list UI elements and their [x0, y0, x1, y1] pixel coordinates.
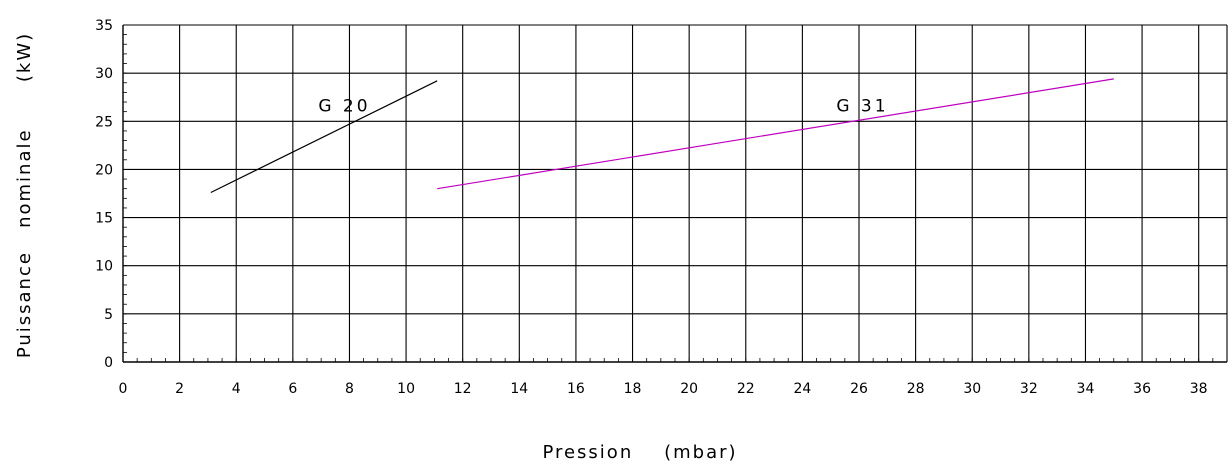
x-tick-label-36: 36 [1133, 381, 1151, 397]
x-tick-label-8: 8 [345, 381, 354, 397]
series-lines [210, 78, 1114, 194]
grid-lines [122, 24, 1228, 363]
y-tick-label-5: 5 [104, 307, 113, 323]
x-tick-label-2: 2 [175, 381, 184, 397]
x-tick-label-16: 16 [567, 381, 585, 397]
series-label-g20: G 20 [318, 97, 370, 117]
x-tick-label-14: 14 [510, 381, 528, 397]
x-axis-title: Pression (mbar) [542, 442, 737, 463]
series-line-g31 [437, 78, 1114, 190]
series-label-g31: G 31 [836, 97, 888, 117]
x-tick-label-0: 0 [119, 381, 128, 397]
x-tick-label-6: 6 [288, 381, 297, 397]
y-tick-label-25: 25 [95, 114, 113, 130]
y-tick-label-10: 10 [95, 259, 113, 275]
x-tick-label-22: 22 [737, 381, 755, 397]
y-axis-title: Puissance nominale (kW) [14, 32, 35, 358]
x-tick-label-30: 30 [963, 381, 981, 397]
x-tick-label-26: 26 [850, 381, 868, 397]
x-tick-label-34: 34 [1077, 381, 1095, 397]
x-tick-label-28: 28 [907, 381, 925, 397]
x-tick-label-4: 4 [232, 381, 241, 397]
y-tick-label-0: 0 [104, 355, 113, 371]
axis-minor-ticks [122, 24, 1228, 363]
x-tick-label-10: 10 [397, 381, 415, 397]
x-tick-label-18: 18 [624, 381, 642, 397]
x-tick-label-12: 12 [454, 381, 472, 397]
y-tick-label-35: 35 [95, 18, 113, 34]
x-tick-label-32: 32 [1020, 381, 1038, 397]
x-tick-label-20: 20 [680, 381, 698, 397]
y-tick-label-30: 30 [95, 66, 113, 82]
tick-labels: 0 2 4 6 8 10 12 14 16 18 20 22 24 26 28 30 32 34 36 3805101… [95, 18, 1207, 397]
x-tick-label-24: 24 [793, 381, 811, 397]
y-tick-label-20: 20 [95, 162, 113, 178]
y-tick-label-15: 15 [95, 211, 113, 227]
series-line-g20 [210, 80, 438, 194]
x-tick-label-38: 38 [1190, 381, 1208, 397]
